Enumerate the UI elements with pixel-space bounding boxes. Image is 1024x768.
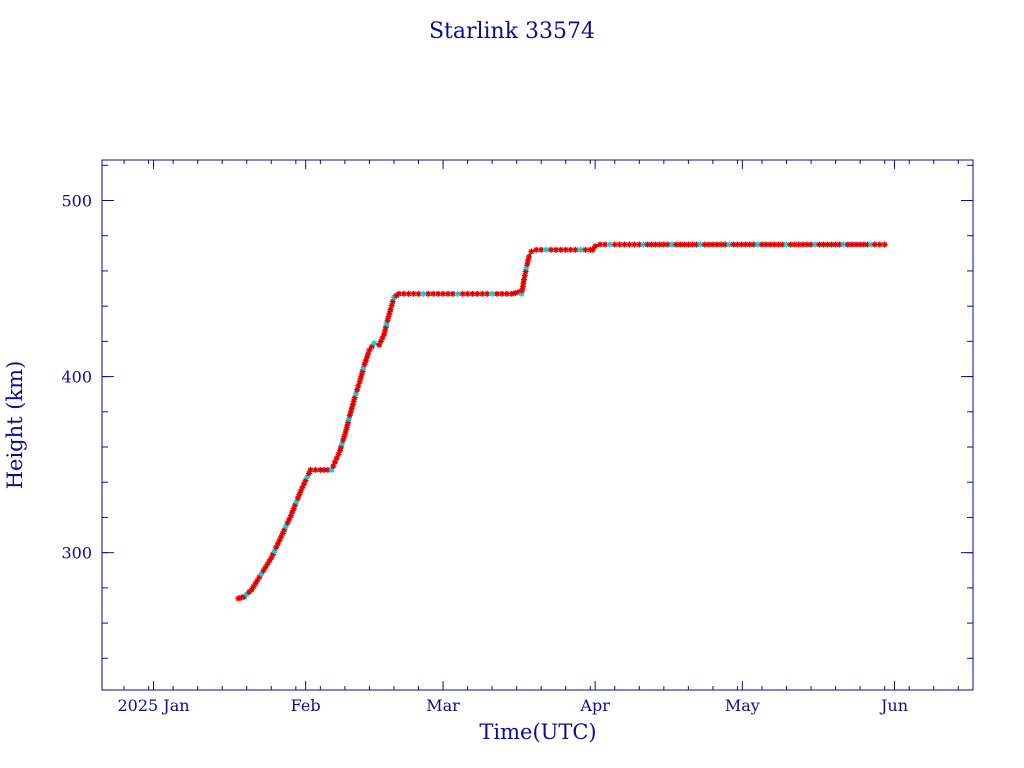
data-point [395, 290, 402, 297]
data-point [405, 290, 412, 297]
data-point [371, 340, 378, 347]
data-point [459, 290, 466, 297]
data-point [474, 290, 481, 297]
x-tick-labels: 2025 Jan Feb Mar Apr May Jun [117, 696, 908, 715]
data-point [722, 241, 729, 248]
data-point [503, 290, 510, 297]
x-tick-label: 2025 Jan [117, 696, 189, 715]
data-point [538, 246, 545, 253]
y-axis-label: Height (km) [3, 361, 27, 490]
data-point [876, 241, 883, 248]
data-point [621, 241, 628, 248]
data-point [812, 241, 819, 248]
data-point [871, 241, 878, 248]
data-point [881, 241, 888, 248]
data-point [454, 290, 461, 297]
data-point [853, 241, 860, 248]
y-tick-label: 500 [61, 191, 92, 210]
data-point [592, 243, 599, 250]
data-point [525, 253, 532, 260]
data-point [631, 241, 638, 248]
data-point [358, 371, 365, 378]
data-point [820, 241, 827, 248]
chart-title: Starlink 33574 [429, 19, 595, 44]
data-point [430, 290, 437, 297]
series-line [238, 244, 885, 599]
data-point [783, 241, 790, 248]
x-tick-label: Apr [579, 696, 610, 715]
data-point [677, 241, 684, 248]
data-point [528, 248, 535, 255]
data-point [779, 241, 786, 248]
data-point [444, 290, 451, 297]
y-tick-label: 400 [61, 368, 92, 387]
data-point [557, 246, 564, 253]
data-point [597, 241, 604, 248]
data-point [673, 241, 680, 248]
x-tick-label: Mar [426, 696, 460, 715]
axis-ticks [102, 160, 973, 690]
data-point [366, 347, 373, 354]
data-point [701, 241, 708, 248]
data-point [693, 241, 700, 248]
data-point [664, 241, 671, 248]
y-tick-label: 300 [61, 544, 92, 563]
data-point [572, 246, 579, 253]
data-points [235, 241, 888, 602]
data-point [681, 241, 688, 248]
data-point [589, 246, 596, 253]
x-tick-label: May [725, 696, 760, 715]
data-point [714, 241, 721, 248]
data-point [333, 455, 340, 462]
data-point [440, 290, 447, 297]
x-tick-label: Feb [291, 696, 321, 715]
data-point [368, 343, 375, 350]
data-point [754, 241, 761, 248]
x-axis-label: Time(UTC) [479, 720, 596, 744]
y-tick-labels: 300 400 500 [61, 191, 92, 562]
data-point [533, 246, 540, 253]
x-tick-label: Jun [879, 696, 908, 715]
data-point [317, 466, 324, 473]
data-point [577, 246, 584, 253]
data-point [479, 290, 486, 297]
plot-frame [101, 159, 974, 691]
data-point [750, 241, 757, 248]
data-point [349, 401, 356, 408]
